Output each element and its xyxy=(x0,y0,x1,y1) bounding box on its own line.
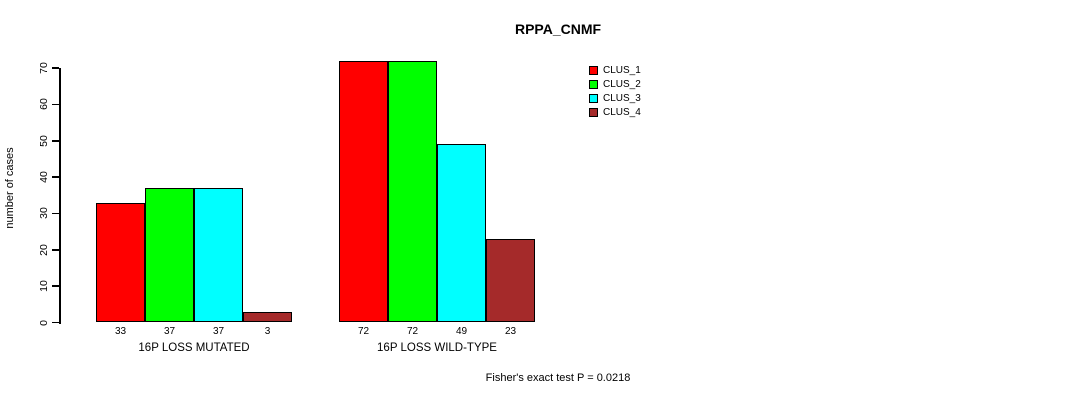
y-axis-label: number of cases xyxy=(4,147,16,229)
legend-swatch-icon-clus_2 xyxy=(589,79,598,89)
bar-value-label-group2-1: 72 xyxy=(357,326,370,337)
legend-row-clus_2: CLUS_2 xyxy=(589,77,641,91)
bar-clus_2-group2 xyxy=(388,60,437,323)
y-tick-label-50: 50 xyxy=(38,134,50,147)
legend-label-clus_2: CLUS_2 xyxy=(603,78,641,90)
chart-title: RPPA_CNMF xyxy=(514,21,602,37)
bar-clus_3-group1 xyxy=(194,188,243,323)
annotation-text: Fisher's exact test P = 0.0218 xyxy=(485,372,631,384)
y-tick-label-20: 20 xyxy=(38,243,50,256)
legend-row-clus_3: CLUS_3 xyxy=(589,91,641,105)
y-axis-line xyxy=(59,68,61,324)
bar-clus_3-group2 xyxy=(437,144,486,323)
legend-row-clus_1: CLUS_1 xyxy=(589,63,641,77)
legend: CLUS_1 CLUS_2 CLUS_3 CLUS_4 xyxy=(589,63,641,119)
bar-value-label-group2-3: 49 xyxy=(455,326,468,337)
bar-value-label-group1-2: 37 xyxy=(163,326,176,337)
legend-swatch-icon-clus_1 xyxy=(589,65,598,75)
legend-row-clus_4: CLUS_4 xyxy=(589,105,641,119)
bar-clus_1-group1 xyxy=(96,202,145,323)
bar-clus_4-group2 xyxy=(486,238,535,323)
y-tick-10 xyxy=(52,285,59,287)
y-tick-0 xyxy=(52,321,59,324)
y-tick-label-0: 0 xyxy=(38,319,50,326)
bar-value-label-group1-4: 3 xyxy=(264,326,271,337)
y-tick-20 xyxy=(52,249,59,251)
y-tick-70 xyxy=(52,67,59,69)
bar-clus_1-group2 xyxy=(339,60,388,323)
bar-value-label-group2-4: 23 xyxy=(504,326,517,337)
y-tick-40 xyxy=(52,176,59,178)
bar-value-label-group1-1: 33 xyxy=(114,326,127,337)
legend-label-clus_1: CLUS_1 xyxy=(603,64,641,76)
bar-value-label-group1-3: 37 xyxy=(212,326,225,337)
y-tick-label-60: 60 xyxy=(38,98,50,111)
bar-value-label-group2-2: 72 xyxy=(406,326,419,337)
bar-clus_2-group1 xyxy=(145,188,194,323)
y-tick-30 xyxy=(52,212,59,215)
bar-clus_4-group1 xyxy=(243,311,292,323)
group-label-1: 16P LOSS MUTATED xyxy=(138,342,250,354)
group-label-2: 16P LOSS WILD-TYPE xyxy=(377,342,497,354)
y-tick-label-70: 70 xyxy=(38,62,50,74)
y-tick-label-40: 40 xyxy=(38,171,50,183)
y-tick-50 xyxy=(52,140,59,142)
legend-label-clus_4: CLUS_4 xyxy=(603,106,641,118)
legend-swatch-icon-clus_4 xyxy=(589,107,598,117)
legend-swatch-icon-clus_3 xyxy=(589,93,598,103)
y-tick-label-10: 10 xyxy=(38,280,50,292)
y-tick-60 xyxy=(52,103,59,106)
legend-label-clus_3: CLUS_3 xyxy=(603,92,641,104)
y-tick-label-30: 30 xyxy=(38,207,50,220)
